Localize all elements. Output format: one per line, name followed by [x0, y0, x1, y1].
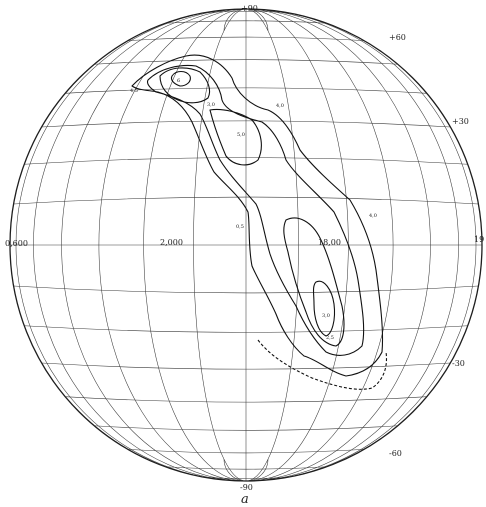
contour-label-lower-mid: 2,5 — [326, 335, 334, 341]
contour-third — [159, 67, 211, 104]
contour-peak — [170, 70, 191, 87]
label-lat-plus60: +60 — [389, 33, 406, 42]
contour-lower-body — [283, 217, 345, 347]
contour-lines — [131, 54, 388, 390]
contour-outer — [131, 54, 384, 377]
contour-label-mid-right: 4,0 — [369, 213, 377, 219]
contour-dashed-edge — [257, 339, 388, 390]
contour-upper-body — [209, 108, 262, 166]
label-lon-right: 19 — [474, 235, 484, 244]
meridian-line — [98, 8, 247, 482]
graticule-grid — [9, 8, 483, 482]
figure-caption: a — [241, 492, 249, 507]
contour-label-peak: 6 — [177, 78, 180, 84]
meridian-line — [143, 8, 247, 482]
contour-inner-low — [312, 280, 336, 337]
label-lat-minus60: -60 — [389, 449, 402, 458]
meridian-line — [245, 8, 299, 482]
meridian-line — [245, 8, 459, 482]
label-north-pole: +90 — [241, 4, 258, 13]
contour-label-lower: 3,0 — [322, 313, 330, 319]
label-south-pole: -90 — [240, 483, 253, 492]
contour-second — [146, 64, 365, 356]
meridian-line — [245, 8, 477, 482]
contour-label-upper-mid: 3,0 — [207, 102, 215, 108]
meridian-line — [193, 8, 247, 482]
label-lon-mid-left: 2,000 — [160, 238, 183, 247]
contour-label-upper-left: 4,5 — [130, 88, 138, 94]
contour-label-upper-right: 4,0 — [276, 103, 284, 109]
meridian-line — [61, 8, 247, 482]
grid-labels: +90 -90 +60 +30 -30 -60 0,600 2,000 18,0… — [5, 4, 484, 492]
label-lon-left: 0,600 — [5, 239, 28, 248]
contour-label-equator-left: 0,5 — [236, 224, 244, 230]
sphere-outline — [9, 8, 483, 482]
meridian-line — [245, 8, 431, 482]
label-lat-minus30: -30 — [452, 359, 465, 368]
meridian-line — [245, 8, 394, 482]
meridian-line — [33, 8, 247, 482]
meridian-line — [15, 8, 247, 482]
label-lat-plus30: +30 — [452, 117, 469, 126]
contour-annotations: 6 4,5 3,0 4,0 5,0 0,5 4,0 3,0 2,5 — [130, 78, 377, 341]
contour-label-mid: 5,0 — [237, 132, 245, 138]
label-lon-mid-right: 18,00 — [318, 238, 341, 247]
